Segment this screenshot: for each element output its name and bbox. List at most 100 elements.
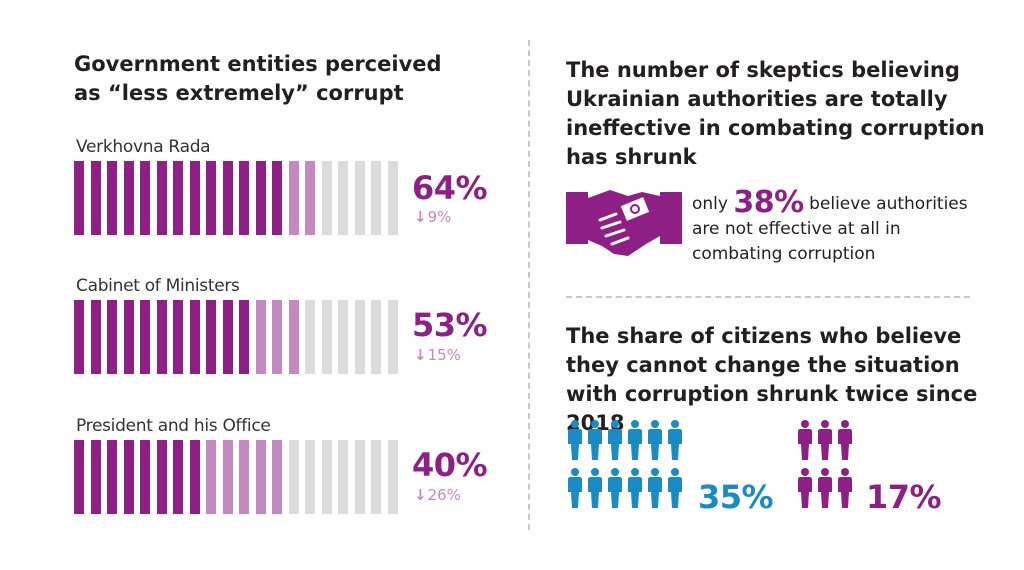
change-verkhovna-rada: ↓9%: [414, 208, 452, 226]
bar-segment: [255, 300, 266, 374]
bar-segment: [206, 161, 216, 235]
skeptics-value: 38%: [733, 185, 804, 220]
bar-segment: [272, 161, 282, 235]
bar-segment: [222, 440, 233, 514]
person-icon: [818, 420, 832, 460]
bar-segment: [321, 161, 332, 235]
bar-segment: [321, 300, 332, 374]
person-icon: [568, 468, 582, 508]
skeptics-text: only 38% believe authorities are not eff…: [692, 185, 968, 265]
person-icon: [818, 468, 832, 508]
arrow-down-icon: ↓: [414, 346, 427, 364]
bar-segment: [272, 300, 282, 374]
person-icon: [798, 468, 812, 508]
bar-segment: [255, 161, 266, 235]
bar-segment: [239, 300, 249, 374]
bar-segment: [305, 440, 315, 514]
bar-segment: [173, 440, 183, 514]
bar-segment: [123, 161, 134, 235]
bar-segment: [354, 440, 365, 514]
bar-segment: [338, 440, 348, 514]
person-icon: [668, 468, 682, 508]
bar-segment: [90, 161, 101, 235]
bar-segment: [107, 161, 117, 235]
bar-segment: [288, 300, 299, 374]
bar-cabinet: [74, 300, 404, 374]
bar-segment: [305, 300, 315, 374]
bar-segment: [123, 300, 134, 374]
person-icon: [798, 420, 812, 460]
person-icon: [608, 420, 622, 460]
change-president: ↓26%: [414, 486, 461, 504]
bar-segment: [90, 440, 101, 514]
bar-segment: [387, 300, 398, 374]
person-icon: [648, 420, 662, 460]
bar-segment: [189, 161, 200, 235]
bar-segment: [321, 440, 332, 514]
bar-segment: [74, 161, 84, 235]
people-pictogram: [568, 420, 852, 508]
bar-segment: [206, 440, 216, 514]
bar-segment: [387, 161, 398, 235]
value-current: 17%: [866, 478, 942, 516]
person-icon: [668, 420, 682, 460]
person-icon: [838, 468, 852, 508]
bar-segment: [140, 161, 150, 235]
change-cabinet: ↓15%: [414, 346, 461, 364]
bar-segment: [239, 440, 249, 514]
bar-segment: [338, 300, 348, 374]
entity-label-president: President and his Office: [76, 416, 271, 436]
value-president: 40%: [412, 446, 488, 484]
bar-segment: [107, 440, 117, 514]
bar-segment: [140, 300, 150, 374]
entity-label-verkhovna-rada: Verkhovna Rada: [76, 137, 211, 157]
value-cabinet: 53%: [412, 306, 488, 344]
horizontal-divider: [566, 296, 970, 298]
value-verkhovna-rada: 64%: [412, 169, 488, 207]
person-icon: [648, 468, 662, 508]
bar-segment: [74, 440, 84, 514]
arrow-down-icon: ↓: [414, 208, 427, 226]
bar-segment: [354, 161, 365, 235]
bar-segment: [189, 300, 200, 374]
bar-segment: [255, 440, 266, 514]
person-icon: [628, 468, 642, 508]
bar-segment: [206, 300, 216, 374]
arrow-down-icon: ↓: [414, 486, 427, 504]
vertical-divider: [528, 40, 530, 530]
bar-segment: [354, 300, 365, 374]
person-icon: [588, 420, 602, 460]
bar-segment: [371, 300, 381, 374]
bar-segment: [156, 440, 167, 514]
left-title: Government entities perceived as “less e…: [74, 52, 442, 105]
bar-segment: [288, 161, 299, 235]
entity-label-cabinet: Cabinet of Ministers: [76, 276, 240, 296]
person-icon: [588, 468, 602, 508]
bar-segment: [173, 300, 183, 374]
bar-segment: [371, 440, 381, 514]
bar-segment: [189, 440, 200, 514]
person-icon: [628, 420, 642, 460]
bar-segment: [338, 161, 348, 235]
skeptics-title: The number of skeptics believing Ukraini…: [566, 58, 985, 169]
person-icon: [568, 420, 582, 460]
handshake-bribe-icon: [566, 186, 682, 258]
bar-verkhovna-rada: [74, 161, 404, 235]
bar-segment: [305, 161, 315, 235]
bar-segment: [90, 300, 101, 374]
bar-segment: [156, 161, 167, 235]
person-icon: [608, 468, 622, 508]
bar-segment: [239, 161, 249, 235]
bar-segment: [173, 161, 183, 235]
bar-segment: [123, 440, 134, 514]
bar-segment: [371, 161, 381, 235]
bar-segment: [222, 161, 233, 235]
bar-segment: [288, 440, 299, 514]
bar-segment: [387, 440, 398, 514]
bar-segment: [222, 300, 233, 374]
bar-segment: [272, 440, 282, 514]
bar-president: [74, 440, 404, 514]
bar-segment: [156, 300, 167, 374]
bar-segment: [140, 440, 150, 514]
bar-segment: [107, 300, 117, 374]
